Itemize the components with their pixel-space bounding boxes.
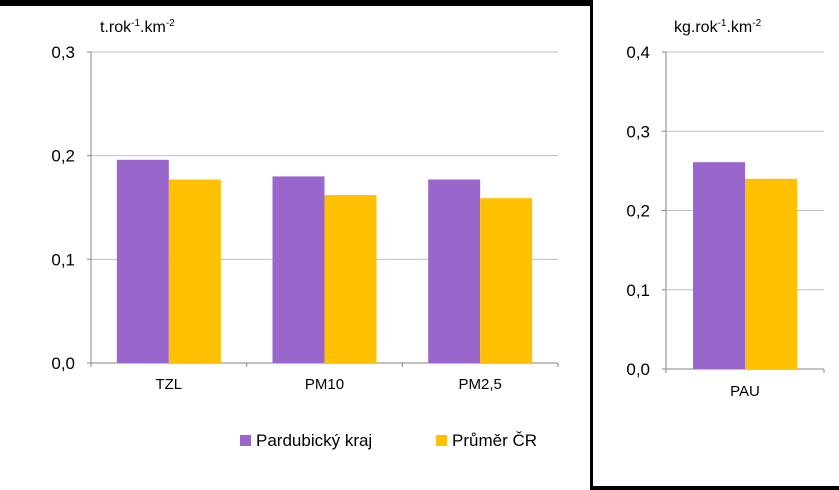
legend-label-pardubicky: Pardubický kraj bbox=[256, 431, 372, 450]
y-tick-label: 0,3 bbox=[51, 43, 75, 62]
y-tick-label: 0,1 bbox=[51, 250, 75, 269]
right-y-unit-label: kg.rok-1.km-2 bbox=[674, 18, 762, 36]
y-tick-label: 0,1 bbox=[626, 281, 650, 300]
y-tick-label: 0,3 bbox=[626, 122, 650, 141]
y-tick-label: 0,4 bbox=[626, 43, 650, 62]
legend: Pardubický kraj Průměr ČR bbox=[240, 431, 537, 450]
bar-pm25-series-0 bbox=[428, 179, 481, 363]
left-y-unit-label: t.rok-1.km-2 bbox=[100, 18, 175, 36]
y-tick-label: 0,2 bbox=[626, 202, 650, 221]
bar-pm10-series-0 bbox=[272, 176, 325, 363]
left-x-ticks: TZL PM10 PM2,5 bbox=[155, 376, 501, 393]
bar-tzl-series-1 bbox=[168, 179, 221, 363]
x-tick-label: TZL bbox=[155, 376, 182, 393]
right-bars bbox=[693, 162, 797, 369]
bar-tzl-series-0 bbox=[116, 159, 169, 363]
left-y-ticks: 0,0 0,1 0,2 0,3 bbox=[51, 43, 75, 373]
bar-pm25-series-1 bbox=[480, 198, 533, 363]
x-tick-label: PM10 bbox=[305, 376, 344, 393]
left-chart: t.rok-1.km-2 0,0 0,1 0,2 0,3 TZL PM10 PM2,5 bbox=[51, 18, 559, 393]
y-tick-label: 0,2 bbox=[51, 147, 75, 166]
bar-pau-series-0 bbox=[693, 162, 745, 369]
divider-border bbox=[590, 0, 593, 490]
bottom-border-right bbox=[590, 486, 839, 490]
bar-pau-series-1 bbox=[745, 178, 797, 369]
x-tick-label: PAU bbox=[730, 383, 760, 400]
x-tick-label: PM2,5 bbox=[458, 376, 501, 393]
legend-swatch-pardubicky bbox=[240, 435, 251, 446]
legend-swatch-prumer bbox=[436, 435, 447, 446]
y-tick-label: 0,0 bbox=[51, 354, 75, 373]
bar-pm10-series-1 bbox=[324, 195, 377, 363]
y-tick-label: 0,0 bbox=[626, 360, 650, 379]
right-y-ticks: 0,0 0,1 0,2 0,3 0,4 bbox=[626, 43, 650, 379]
right-x-ticks: PAU bbox=[730, 383, 760, 400]
right-chart: kg.rok-1.km-2 0,0 0,1 0,2 0,3 0,4 PAU bbox=[626, 18, 825, 400]
top-border-left bbox=[0, 0, 590, 6]
left-bars bbox=[116, 159, 533, 363]
legend-label-prumer: Průměr ČR bbox=[452, 431, 537, 450]
